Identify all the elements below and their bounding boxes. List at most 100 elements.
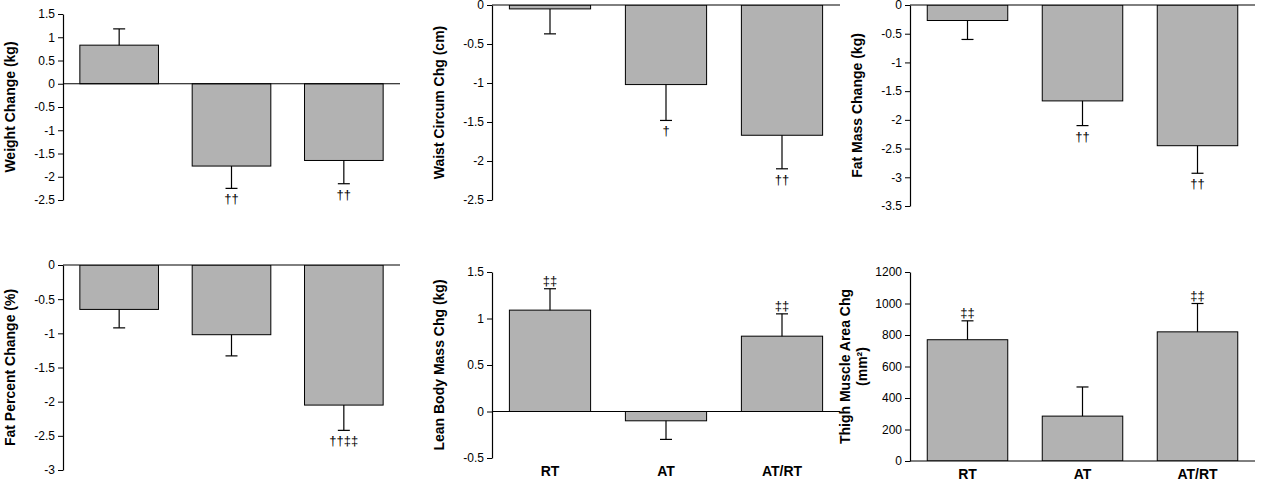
bar (1157, 5, 1238, 146)
y-axis-title: Fat Mass Change (kg) (849, 33, 865, 178)
tick: -1 (473, 76, 492, 90)
error-bar (113, 29, 125, 45)
tick: -3 (44, 463, 63, 477)
tick-label: -1.5 (34, 361, 55, 375)
y-axis: -2.5-2-1.5-1-0.50 (463, 0, 492, 207)
tick: 800 (882, 328, 910, 342)
error-cap (226, 355, 238, 356)
tick-label: -2.5 (34, 193, 55, 207)
tick-mark (58, 154, 63, 155)
category-label: RT (958, 466, 977, 482)
error-stem (1197, 146, 1198, 174)
tick-mark (487, 122, 492, 123)
tick-label: -2.5 (463, 193, 484, 207)
error-bar (113, 309, 125, 327)
bar (1042, 5, 1123, 101)
tick: -2 (473, 154, 492, 168)
tick-mark (58, 200, 63, 201)
error-stem (781, 314, 782, 336)
tick: 0 (895, 0, 910, 12)
tick: -3 (891, 171, 910, 185)
tick-label: 0 (48, 77, 55, 91)
category-label: RT (541, 463, 560, 479)
tick: -3.5 (881, 199, 910, 213)
tick-mark (905, 62, 910, 63)
tick: -2.5 (463, 193, 492, 207)
tick: 0.5 (467, 358, 492, 372)
tick: -2 (44, 170, 63, 184)
tick-mark (58, 333, 63, 334)
annotation: †† (337, 187, 351, 202)
error-bar (776, 135, 788, 169)
error-bar (660, 85, 672, 121)
error-stem (119, 309, 120, 327)
tick: 1200 (875, 265, 910, 279)
bar (192, 84, 271, 166)
error-cap (338, 430, 350, 431)
panel: ††††-3.5-3-2.5-2-1.5-1-0.50Fat Mass Chan… (849, 0, 1255, 213)
error-cap (660, 439, 672, 440)
y-axis-title: Thigh Muscle Area Chg(mm²) (837, 289, 870, 444)
tick-mark (58, 37, 63, 38)
bar (625, 412, 706, 421)
tick-label: -1.5 (34, 147, 55, 161)
tick: 0 (48, 77, 63, 91)
y-axis-title-line: Thigh Muscle Area Chg (837, 289, 853, 444)
baseline (492, 5, 840, 6)
tick-label: -0.5 (34, 100, 55, 114)
tick: -1 (44, 327, 63, 341)
plot-area (927, 304, 1238, 462)
tick-mark (58, 14, 63, 15)
error-bar (660, 421, 672, 440)
tick-mark (905, 335, 910, 336)
error-bar (776, 314, 788, 336)
error-bar (1192, 146, 1204, 174)
tick-mark (905, 367, 910, 368)
tick-mark (58, 470, 63, 471)
tick-mark (58, 177, 63, 178)
tick-label: 0 (477, 405, 484, 419)
tick-label: -0.5 (881, 27, 902, 41)
tick: -1.5 (34, 361, 63, 375)
y-axis: -3.5-3-2.5-2-1.5-1-0.50 (881, 0, 910, 213)
tick-label: -3 (44, 463, 55, 477)
tick: 400 (882, 391, 910, 405)
error-bar (962, 321, 974, 340)
tick: 0 (895, 454, 910, 468)
tick-mark (58, 402, 63, 403)
tick-label: -1 (473, 76, 484, 90)
tick: -1 (891, 56, 910, 70)
error-stem (1082, 101, 1083, 126)
tick: -1.5 (463, 115, 492, 129)
error-bar (544, 9, 556, 34)
tick-mark (487, 200, 492, 201)
tick-mark (58, 368, 63, 369)
tick: -1.5 (34, 147, 63, 161)
tick-mark (58, 84, 63, 85)
tick-label: 1.5 (38, 7, 55, 21)
bar (625, 5, 706, 85)
tick: -2.5 (34, 429, 63, 443)
tick-mark (58, 130, 63, 131)
baseline (63, 265, 400, 266)
annotation: †† (1075, 129, 1089, 144)
error-stem (549, 289, 550, 310)
bar (741, 336, 822, 411)
tick-mark (905, 149, 910, 150)
tick-label: -2 (473, 154, 484, 168)
error-cap (776, 168, 788, 169)
error-cap (962, 39, 974, 40)
y-axis: -3-2.5-2-1.5-1-0.50 (34, 258, 63, 477)
tick-mark (905, 91, 910, 92)
tick: -1 (44, 124, 63, 138)
error-stem (231, 335, 232, 356)
tick-label: -1 (891, 56, 902, 70)
tick-mark (487, 412, 492, 413)
tick-label: -0.5 (34, 293, 55, 307)
error-stem (1082, 387, 1083, 416)
annotation: ††‡‡ (329, 433, 358, 448)
error-cap (660, 120, 672, 121)
error-stem (665, 85, 666, 121)
y-axis-title: Fat Percent Change (%) (2, 289, 18, 446)
tick-mark (487, 5, 492, 6)
